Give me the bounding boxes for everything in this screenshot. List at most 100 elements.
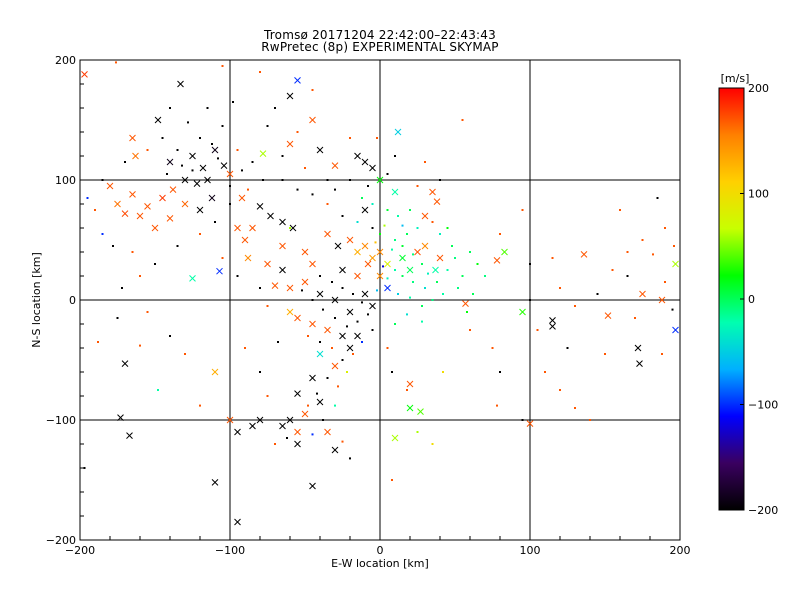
data-point-cross (279, 422, 286, 430)
data-point-cross (369, 164, 376, 172)
data-point-cross (346, 344, 354, 352)
cross-stroke (301, 410, 309, 418)
data-point-cross (331, 362, 339, 370)
data-point-cross (166, 158, 174, 166)
cross-stroke (376, 176, 384, 184)
data-point-dot (367, 185, 369, 187)
data-point-dot (391, 371, 393, 373)
data-point-dot (379, 233, 381, 235)
data-point-cross (238, 194, 246, 202)
data-point-dot (472, 293, 474, 295)
data-point-dot (386, 277, 389, 280)
chart-subtitle: RwPretec (8p) EXPERIMENTAL SKYMAP (261, 40, 499, 54)
data-point-cross (436, 254, 444, 262)
data-point-cross (117, 414, 124, 421)
data-point-cross (658, 296, 666, 304)
data-point-cross (331, 296, 339, 304)
data-point-cross (429, 188, 436, 196)
data-point-dot (536, 329, 539, 331)
data-point-cross (271, 282, 279, 289)
data-point-cross (432, 266, 439, 274)
data-point-dot (187, 121, 189, 124)
data-point-dot (319, 341, 321, 343)
cross-stroke (354, 248, 361, 256)
data-point-dot (589, 419, 591, 421)
data-point-dot (281, 155, 284, 157)
data-point-dot (101, 179, 104, 181)
data-point-dot (199, 404, 201, 407)
data-point-dot (121, 287, 123, 289)
data-point-dot (421, 320, 423, 323)
cross-stroke (177, 80, 184, 88)
data-point-dot (436, 281, 438, 283)
data-points (81, 61, 679, 526)
data-point-dot (656, 197, 659, 199)
data-point-dot (499, 371, 501, 373)
data-point-dot (322, 308, 324, 311)
cross-stroke (249, 224, 256, 232)
data-point-cross (369, 302, 376, 310)
data-point-dot (484, 275, 486, 277)
cross-stroke (672, 260, 679, 268)
cross-stroke (294, 390, 301, 397)
cross-stroke (493, 257, 501, 264)
x-tick-label: 100 (520, 544, 541, 557)
data-point-dot (236, 275, 239, 277)
data-point-dot (406, 313, 408, 316)
cross-stroke (244, 254, 252, 262)
data-point-dot (232, 101, 234, 103)
data-point-dot (83, 467, 86, 469)
cross-stroke (421, 242, 429, 250)
data-point-dot (397, 215, 399, 217)
data-point-dot (626, 251, 629, 253)
data-point-dot (251, 161, 254, 163)
data-point-dot (346, 371, 348, 373)
data-point-cross (211, 368, 219, 376)
data-point-dot (181, 164, 183, 167)
cross-stroke (117, 414, 124, 421)
data-point-dot (322, 419, 324, 421)
data-point-cross (256, 416, 264, 424)
data-point-dot (406, 233, 408, 235)
cross-stroke (234, 224, 241, 232)
cross-stroke (193, 180, 201, 187)
cross-stroke (129, 134, 136, 142)
data-point-dot (139, 344, 141, 347)
data-point-dot (491, 347, 494, 349)
data-point-dot (466, 311, 468, 313)
data-point-cross (316, 350, 324, 358)
data-point-dot (289, 227, 291, 229)
data-point-cross (339, 332, 346, 340)
data-point-dot (431, 443, 434, 445)
cross-stroke (211, 146, 219, 154)
data-point-dot (611, 269, 614, 271)
data-point-dot (86, 197, 89, 199)
data-point-dot (367, 313, 369, 316)
data-point-dot (596, 293, 599, 295)
data-point-dot (421, 263, 423, 265)
data-point-cross (151, 224, 159, 232)
data-point-dot (421, 305, 423, 307)
data-point-dot (454, 257, 456, 259)
data-point-cross (249, 422, 256, 430)
data-point-cross (394, 128, 402, 136)
data-point-dot (266, 305, 269, 307)
cross-stroke (309, 260, 316, 268)
data-point-dot (412, 281, 414, 283)
data-point-dot (259, 287, 261, 289)
data-point-dot (124, 161, 126, 163)
cross-stroke (259, 150, 267, 157)
data-point-dot (574, 305, 576, 307)
data-point-dot (157, 389, 159, 391)
data-point-dot (529, 263, 531, 265)
cross-stroke (249, 422, 256, 430)
data-point-dot (391, 479, 393, 481)
cross-stroke (271, 282, 279, 289)
cross-stroke (406, 404, 414, 412)
cross-stroke (316, 146, 324, 154)
data-point-cross (519, 308, 526, 316)
data-point-dot (371, 329, 374, 331)
data-point-dot (331, 347, 333, 349)
data-point-dot (115, 61, 117, 64)
